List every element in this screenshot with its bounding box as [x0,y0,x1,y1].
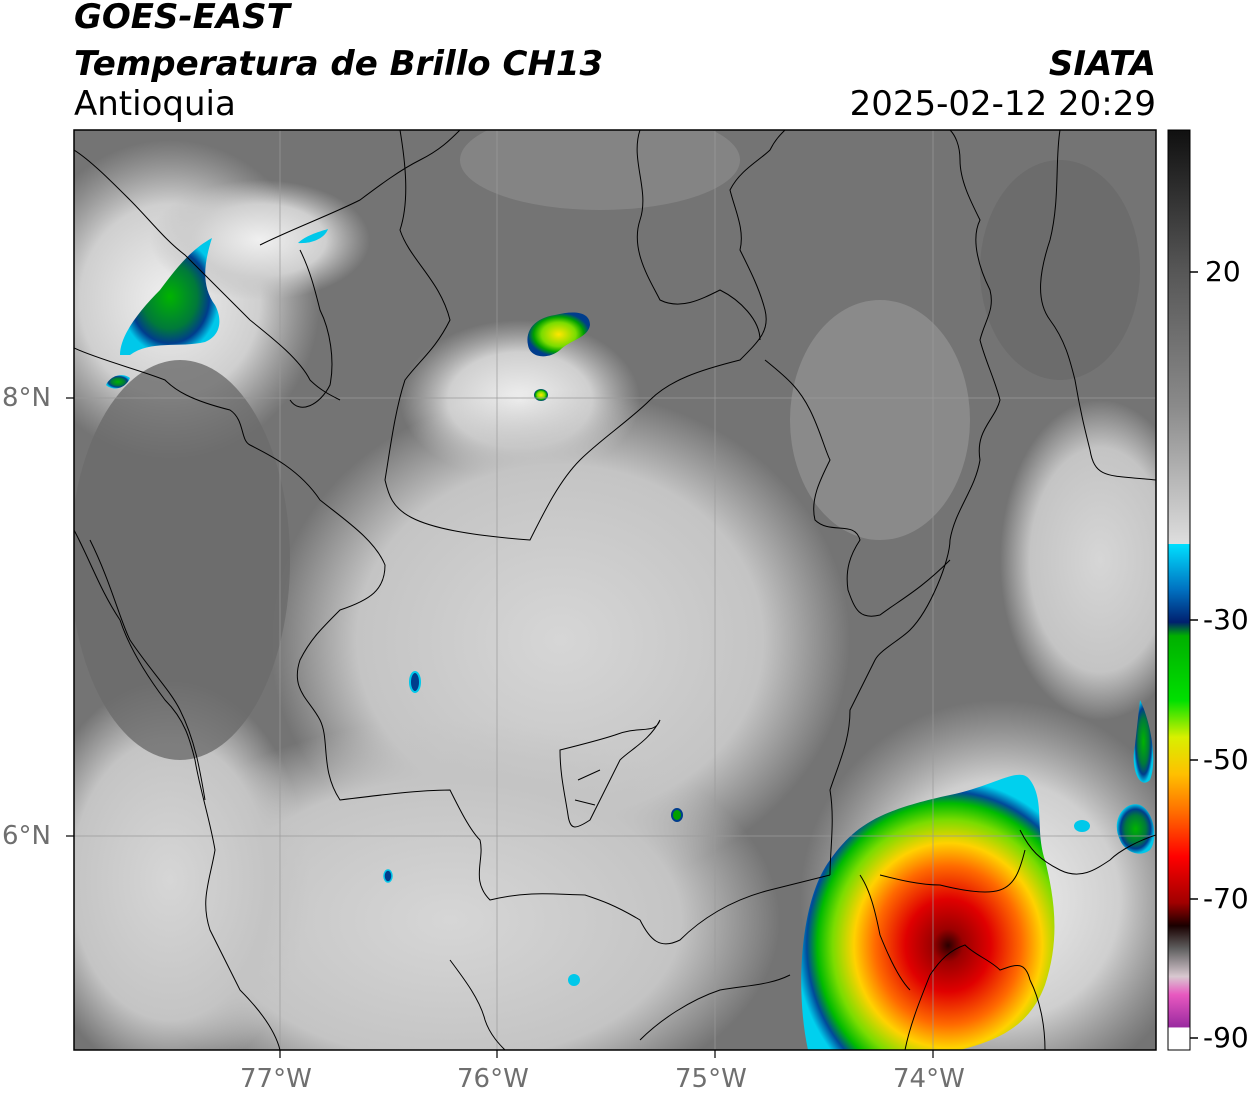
boundaries [74,130,1156,1050]
region-subtitle: Antioquia [74,84,236,124]
agency-label: SIATA [1048,44,1156,84]
colorbar-tick-minus70: -70 [1203,882,1249,915]
lon-label-77w: 77°W [240,1064,312,1094]
colorbar-tick-minus90: -90 [1203,1021,1249,1054]
storm-cell-northwest [120,238,220,355]
storm-cell-north [527,312,590,357]
satellite-image [74,130,1156,1050]
timestamp-label: 2025-02-12 20:29 [849,84,1156,124]
map-frame [73,129,1157,1051]
satellite-title: GOES-EAST [74,0,290,37]
colorbar-tick-minus50: -50 [1203,743,1249,776]
product-title: Temperatura de Brillo CH13 [74,44,604,84]
lat-label-6n: 6°N [2,821,51,851]
colorbar [1167,129,1191,1051]
storm-cell-southeast [801,774,1055,1050]
lon-label-76w: 76°W [457,1064,529,1094]
colorbar-tick-20: 20 [1205,255,1241,288]
colorbar-tick-minus30: -30 [1203,603,1249,636]
lat-label-8n: 8°N [2,383,51,413]
lon-label-75w: 75°W [675,1064,747,1094]
lon-label-74w: 74°W [893,1064,965,1094]
